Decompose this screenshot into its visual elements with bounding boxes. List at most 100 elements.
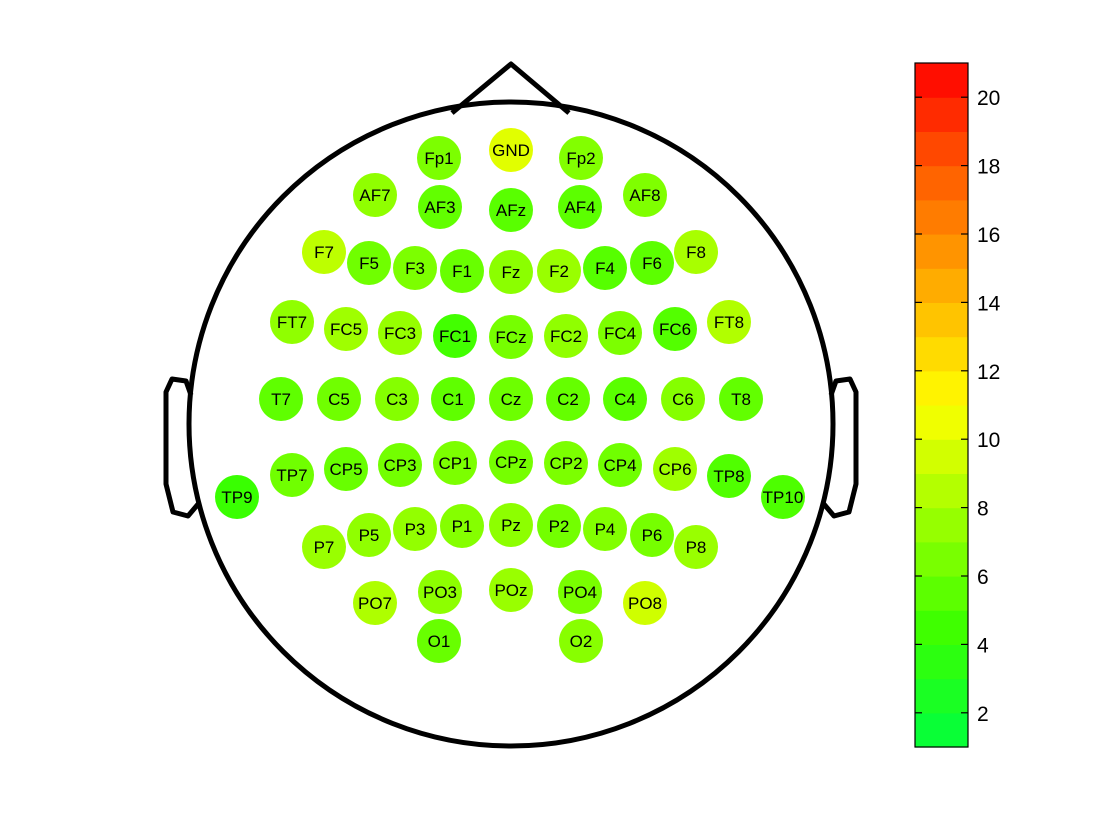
electrode-marker (302, 230, 346, 274)
electrode-label: C6 (672, 390, 694, 409)
colorbar-band (915, 507, 968, 543)
electrode-label: F2 (549, 262, 569, 281)
electrode-marker (378, 311, 422, 355)
electrode-label: CPz (495, 453, 527, 472)
electrode-poz: POz (489, 568, 533, 612)
electrode-label: P6 (642, 526, 663, 545)
electrode-c6: C6 (661, 377, 705, 421)
colorbar-tick-label: 8 (977, 498, 989, 521)
electrode-cp1: CP1 (433, 441, 477, 485)
colorbar-band (915, 199, 968, 235)
electrode-marker (347, 513, 391, 557)
electrode-label: PO8 (628, 594, 662, 613)
electrode-label: C4 (614, 390, 636, 409)
electrode-label: TP10 (763, 488, 804, 507)
electrode-marker (674, 525, 718, 569)
electrode-label: AF7 (359, 186, 390, 205)
electrode-marker (489, 440, 533, 484)
electrode-f6: F6 (630, 241, 674, 285)
electrode-p1: P1 (440, 504, 484, 548)
electrode-marker (393, 246, 437, 290)
electrode-label: FC3 (384, 324, 416, 343)
electrode-gnd: GND (489, 128, 533, 172)
electrode-label: PO3 (423, 583, 457, 602)
electrode-marker (347, 241, 391, 285)
colorbar: 2 4 6 8 10 12 14 16 18 20 (914, 62, 1001, 748)
electrode-label: FT7 (277, 313, 307, 332)
electrode-marker (489, 188, 533, 232)
colorbar-tick-label: 4 (977, 634, 989, 657)
electrode-marker (559, 619, 603, 663)
electrode-marker (317, 377, 361, 421)
electrode-c4: C4 (603, 377, 647, 421)
electrode-f3: F3 (393, 246, 437, 290)
colorbar-band (915, 302, 968, 338)
electrode-fc5: FC5 (324, 307, 368, 351)
electrode-label: PO7 (358, 594, 392, 613)
electrode-marker (489, 128, 533, 172)
electrode-f8: F8 (674, 230, 718, 274)
electrode-tp9: TP9 (215, 475, 259, 519)
electrode-marker (378, 443, 422, 487)
electrode-label: O2 (570, 632, 593, 651)
colorbar-band (915, 63, 968, 98)
electrode-label: F7 (314, 243, 334, 262)
electrode-marker (598, 443, 642, 487)
electrode-t8: T8 (719, 377, 763, 421)
electrode-p4: P4 (583, 507, 627, 551)
electrode-label: PO4 (563, 583, 597, 602)
electrode-label: C1 (442, 390, 464, 409)
electrode-o1: O1 (417, 619, 461, 663)
electrode-marker (707, 454, 751, 498)
electrode-marker (324, 447, 368, 491)
colorbar-band (915, 439, 968, 474)
colorbar-band (915, 678, 968, 714)
electrode-label: CP2 (549, 454, 582, 473)
electrode-p3: P3 (393, 507, 437, 551)
electrode-fcz: FCz (489, 315, 533, 359)
electrode-af7: AF7 (353, 173, 397, 217)
electrode-tp7: TP7 (270, 453, 314, 497)
electrode-label: TP8 (713, 467, 744, 486)
colorbar-band (915, 576, 968, 611)
colorbar-tick-label: 12 (977, 361, 1000, 384)
electrode-label: C3 (386, 390, 408, 409)
electrode-p2: P2 (537, 504, 581, 548)
electrode-af4: AF4 (558, 185, 602, 229)
electrode-label: TP7 (276, 466, 307, 485)
colorbar-tick-label: 6 (977, 566, 989, 589)
head-circle (186, 99, 836, 749)
colorbar-band (915, 268, 968, 303)
electrode-label: P3 (405, 520, 426, 539)
electrode-marker (537, 504, 581, 548)
electrode-cp2: CP2 (544, 441, 588, 485)
electrode-marker (353, 581, 397, 625)
electrode-p7: P7 (302, 525, 346, 569)
electrode-marker (440, 249, 484, 293)
electrode-marker (440, 504, 484, 548)
nose (450, 61, 571, 115)
electrode-marker (489, 377, 533, 421)
electrode-label: Fz (502, 263, 521, 282)
electrode-marker (270, 300, 314, 344)
electrode-marker (559, 136, 603, 180)
colorbar-band (915, 131, 968, 167)
electrode-f5: F5 (347, 241, 391, 285)
electrode-fc4: FC4 (598, 311, 642, 355)
electrode-label: FC6 (659, 320, 691, 339)
electrode-label: CP4 (603, 456, 636, 475)
electrode-label: F1 (452, 262, 472, 281)
electrode-po4: PO4 (558, 570, 602, 614)
electrode-fz: Fz (489, 250, 533, 294)
electrode-label: Pz (501, 516, 521, 535)
electrode-label: Cz (501, 390, 522, 409)
electrode-marker (353, 173, 397, 217)
electrode-label: F3 (405, 259, 425, 278)
electrode-fc1: FC1 (433, 314, 477, 358)
electrode-marker (546, 377, 590, 421)
electrode-label: AF4 (564, 198, 595, 217)
electrode-fc6: FC6 (653, 307, 697, 351)
electrode-f7: F7 (302, 230, 346, 274)
electrode-marker (558, 570, 602, 614)
